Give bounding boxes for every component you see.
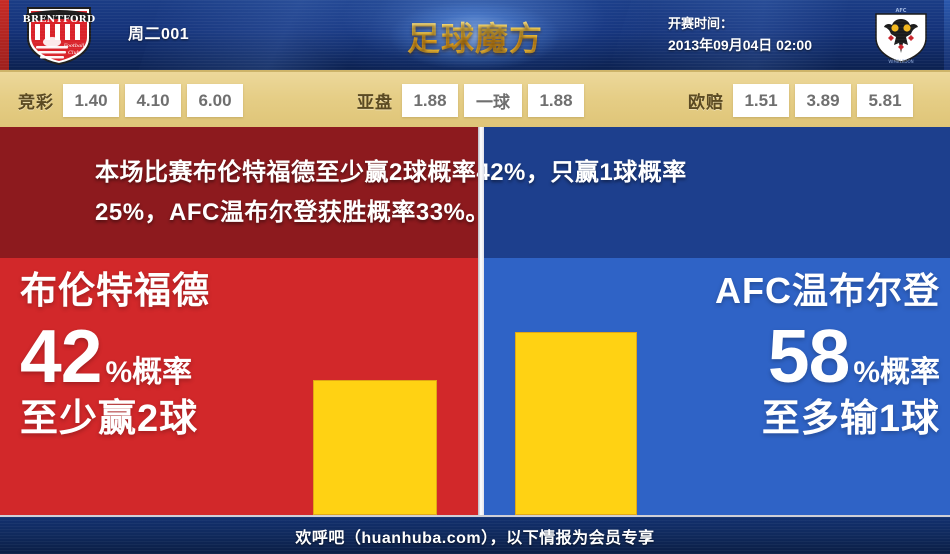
match-number: 周二001 [128, 26, 190, 43]
svg-text:BRENTFORD: BRENTFORD [23, 14, 96, 25]
away-percent-value: 58 [767, 314, 850, 398]
main-comparison-area: 本场比赛布伦特福德至少赢2球概率42%，只赢1球概率 25%，AFC温布尔登获胜… [0, 127, 950, 515]
kickoff-time: 2013年09月04日 02:00 [668, 37, 812, 53]
odds-value[interactable]: 1.88 [402, 84, 458, 117]
away-condition: 至多输1球 [761, 398, 940, 440]
svg-text:AFC: AFC [896, 8, 907, 14]
site-logo[interactable]: 足球魔方 [355, 0, 595, 70]
away-percent-suffix: %概率 [853, 356, 940, 389]
svg-text:Football: Football [63, 43, 85, 49]
summary-band-right [484, 127, 950, 258]
svg-text:Club: Club [68, 50, 80, 56]
footer-text: 欢呼吧（huanhuba.com），以下情报为会员专享 [295, 529, 655, 547]
header-right-accent [944, 0, 950, 70]
away-percent-row: 58 %概率 [648, 318, 940, 394]
footer-bar: 欢呼吧（huanhuba.com），以下情报为会员专享 [0, 515, 950, 554]
home-team-name: 布伦特福德 [20, 270, 210, 311]
summary-line-1: 本场比赛布伦特福德至少赢2球概率42%，只赢1球概率 [95, 159, 687, 186]
odds-value[interactable]: 6.00 [187, 84, 243, 117]
home-percent-row: 42 %概率 [20, 318, 310, 394]
header-left-accent [0, 0, 9, 70]
home-probability-bar [313, 380, 437, 515]
home-percent-suffix: %概率 [105, 356, 193, 389]
handicap-value[interactable]: 一球 [464, 84, 522, 117]
odds-group-oupei: 欧赔 1.51 3.89 5.81 [688, 84, 919, 117]
away-probability-bar [515, 332, 637, 515]
summary-text: 本场比赛布伦特福德至少赢2球概率42%，只赢1球概率 25%，AFC温布尔登获胜… [95, 153, 885, 233]
away-team-name: AFC温布尔登 [715, 270, 940, 311]
odds-value[interactable]: 5.81 [857, 84, 913, 117]
logo-text: 足球魔方 [385, 12, 565, 60]
odds-value[interactable]: 1.40 [63, 84, 119, 117]
svg-text:WIMBLEDON: WIMBLEDON [888, 59, 913, 64]
summary-band: 本场比赛布伦特福德至少赢2球概率42%，只赢1球概率 25%，AFC温布尔登获胜… [0, 127, 950, 258]
home-percent-value: 42 [20, 314, 102, 398]
home-team-block: 布伦特福德 42 %概率 至少赢2球 [20, 268, 310, 442]
odds-group-label: 欧赔 [688, 93, 724, 112]
odds-value[interactable]: 4.10 [125, 84, 181, 117]
odds-group-label: 亚盘 [357, 93, 393, 112]
odds-bar: 竞彩 1.40 4.10 6.00 亚盘 1.88 一球 1.88 欧赔 1.5… [0, 70, 950, 127]
summary-line-2: 25%，AFC温布尔登获胜概率33%。 [95, 199, 490, 226]
odds-group-label: 竞彩 [18, 93, 54, 112]
summary-band-left [0, 127, 478, 258]
odds-group-yapan: 亚盘 1.88 一球 1.88 [357, 84, 590, 117]
odds-value[interactable]: 1.51 [733, 84, 789, 117]
home-team-crest-icon: BRENTFORD Football Club [22, 4, 96, 66]
panel-divider [478, 127, 484, 515]
odds-value[interactable]: 3.89 [795, 84, 851, 117]
odds-value[interactable]: 1.88 [528, 84, 584, 117]
home-condition: 至少赢2球 [20, 398, 199, 440]
kickoff-label: 开赛时间： [668, 16, 734, 31]
logo-glow [355, 0, 595, 70]
header-bar: BRENTFORD Football Club AFC WIMBLEDON [0, 0, 950, 70]
odds-group-jingcai: 竞彩 1.40 4.10 6.00 [18, 84, 249, 117]
away-team-crest-icon: AFC WIMBLEDON [866, 5, 936, 65]
away-team-block: AFC温布尔登 58 %概率 至多输1球 [648, 268, 940, 442]
